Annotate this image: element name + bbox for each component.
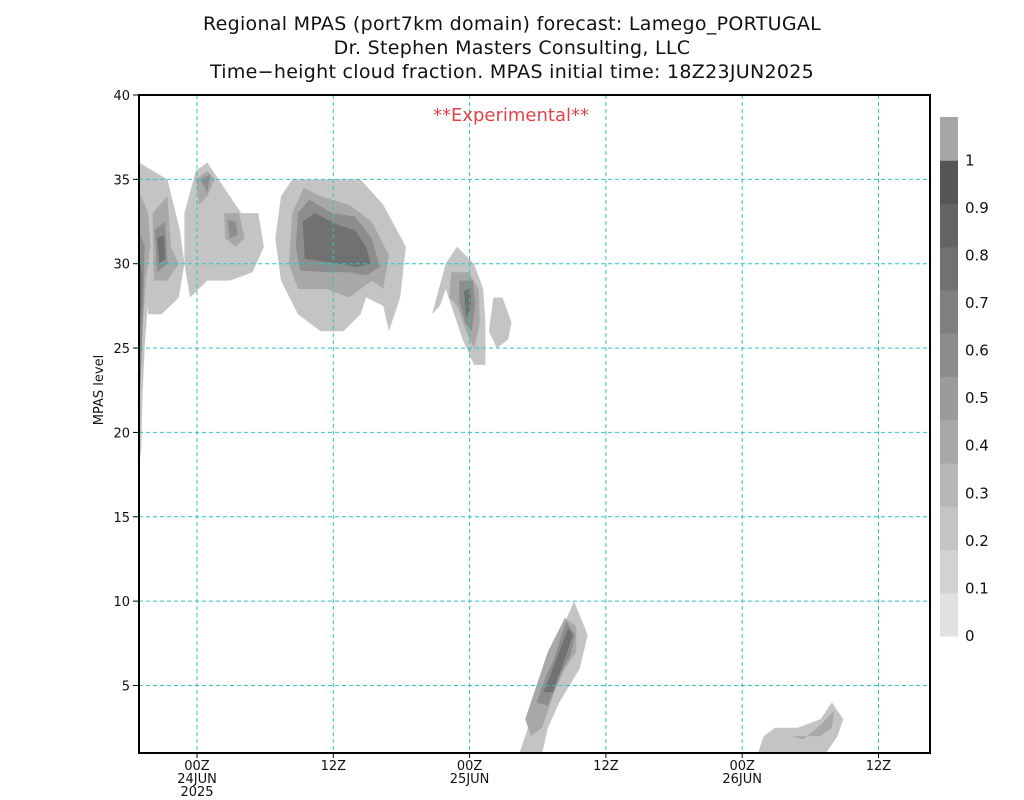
colorbar-label: 0.6 [965, 342, 989, 360]
colorbar-label: 0 [965, 627, 975, 645]
colorbar-label: 0.5 [965, 389, 989, 407]
cloud-region [488, 297, 512, 349]
x-tick-label: 24JUN [177, 772, 217, 787]
cloud-region [302, 213, 371, 268]
y-tick-label: 20 [113, 426, 130, 441]
cloud-region [227, 219, 238, 239]
chart-title: Regional MPAS (port7km domain) forecast:… [202, 13, 822, 35]
x-tick-label: 12Z [593, 759, 619, 774]
cloud-region [543, 628, 573, 693]
colorbar-label: 0.7 [965, 294, 989, 312]
x-tick-label: 00Z [457, 759, 483, 774]
grid-lines [139, 95, 930, 753]
chart-subtitle: Dr. Stephen Masters Consulting, LLC [333, 37, 691, 59]
y-tick-label: 10 [113, 595, 130, 610]
colorbar-swatch [940, 203, 958, 248]
colorbar-swatch [940, 506, 958, 550]
colorbar-label: 0.9 [965, 199, 989, 217]
colorbar-label: 0.8 [965, 246, 989, 264]
x-tick-label: 2025 [180, 785, 213, 800]
x-tick-label: 12Z [321, 759, 347, 774]
colorbar-label: 0.3 [965, 484, 989, 502]
cloud-region [758, 702, 844, 753]
colorbar-swatch [940, 160, 958, 204]
x-tick-label: 00Z [184, 759, 210, 774]
y-tick-label: 5 [122, 680, 130, 695]
colorbar-swatch [940, 333, 958, 377]
y-axis: 5 10 15 20 25 30 35 40 [113, 89, 139, 695]
chart-title-block: Regional MPAS (port7km domain) forecast:… [0, 12, 1024, 84]
y-tick-label: 30 [113, 258, 130, 273]
colorbar-swatch [940, 592, 958, 637]
colorbar-swatch [940, 419, 958, 464]
colorbar-label: 0.2 [965, 532, 989, 550]
colorbar-swatch [940, 290, 958, 334]
x-tick-label: 25JUN [450, 772, 490, 787]
colorbar-label: 0.1 [965, 579, 989, 597]
x-tick-label: 00Z [729, 759, 755, 774]
cloud-region [463, 289, 471, 318]
y-tick-label: 15 [113, 511, 130, 526]
y-tick-label: 35 [113, 173, 130, 188]
plot-border [138, 94, 931, 754]
x-tick-label: 12Z [866, 759, 892, 774]
cloud-region [157, 235, 166, 264]
colorbar-label: 0.4 [965, 437, 989, 455]
y-axis-label: MPAS level [92, 355, 107, 425]
experimental-annotation: **Experimental** [433, 105, 589, 126]
cloud-fraction-fills [139, 162, 844, 753]
y-tick-label: 40 [113, 89, 130, 104]
colorbar-swatch [940, 463, 958, 507]
colorbar-swatch [940, 549, 958, 594]
colorbar-label: 1 [965, 151, 975, 169]
cloud-region [792, 710, 835, 740]
colorbar-swatch [940, 117, 958, 161]
colorbar: 0 0.1 0.2 0.3 0.4 0.5 0.6 0.7 0.8 0.9 1 [940, 117, 989, 645]
plot-frame [138, 94, 931, 754]
chart-subtitle-2: Time−height cloud fraction. MPAS initial… [209, 61, 815, 83]
x-tick-label: 26JUN [722, 772, 762, 787]
colorbar-swatch [940, 376, 958, 421]
y-tick-label: 25 [113, 342, 130, 357]
colorbar-swatch [940, 246, 958, 291]
